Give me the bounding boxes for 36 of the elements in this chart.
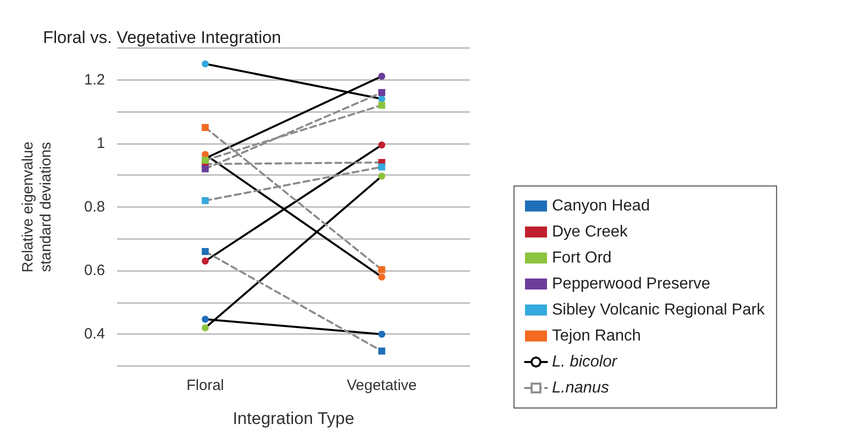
x-tick-label: Vegetative (346, 377, 417, 394)
y-tick-label: 1.2 (84, 71, 105, 88)
point (202, 60, 209, 68)
point (378, 330, 386, 338)
point (378, 273, 386, 280)
point (378, 348, 386, 355)
legend-label: Fort Ord (552, 250, 612, 266)
y-tick-label: 0.4 (84, 326, 105, 343)
legend-label: Sibley Volcanic Regional Park (552, 302, 766, 318)
legend-label: L. bicolor (552, 354, 618, 370)
point (378, 89, 386, 96)
point (202, 248, 209, 256)
point (378, 72, 386, 80)
point (378, 172, 386, 180)
point (378, 163, 386, 170)
y-tick-label: 1 (96, 134, 105, 152)
y-tick-label: 0.8 (84, 198, 105, 216)
point (202, 165, 209, 172)
x-axis-title: Integration Type (232, 409, 354, 428)
point (202, 316, 209, 323)
chart-title: Floral vs. Vegetative Integration (43, 28, 282, 47)
point (378, 141, 386, 148)
point (378, 266, 386, 274)
y-tick-label: 0.6 (84, 262, 105, 280)
point (202, 258, 209, 265)
y-axis-title: Relative eigenvalue standard deviations (20, 142, 54, 272)
legend-label: Dye Creek (552, 224, 629, 240)
legend-label: Canyon Head (552, 198, 650, 214)
legend-label: Tejon Ranch (552, 328, 641, 344)
legend-label: Pepperwood Preserve (552, 276, 710, 292)
x-tick-label: Floral (186, 377, 224, 394)
point (378, 102, 386, 109)
point (202, 124, 209, 131)
point (202, 324, 209, 332)
legend-label: L.nanus (552, 380, 609, 396)
point (202, 197, 209, 204)
